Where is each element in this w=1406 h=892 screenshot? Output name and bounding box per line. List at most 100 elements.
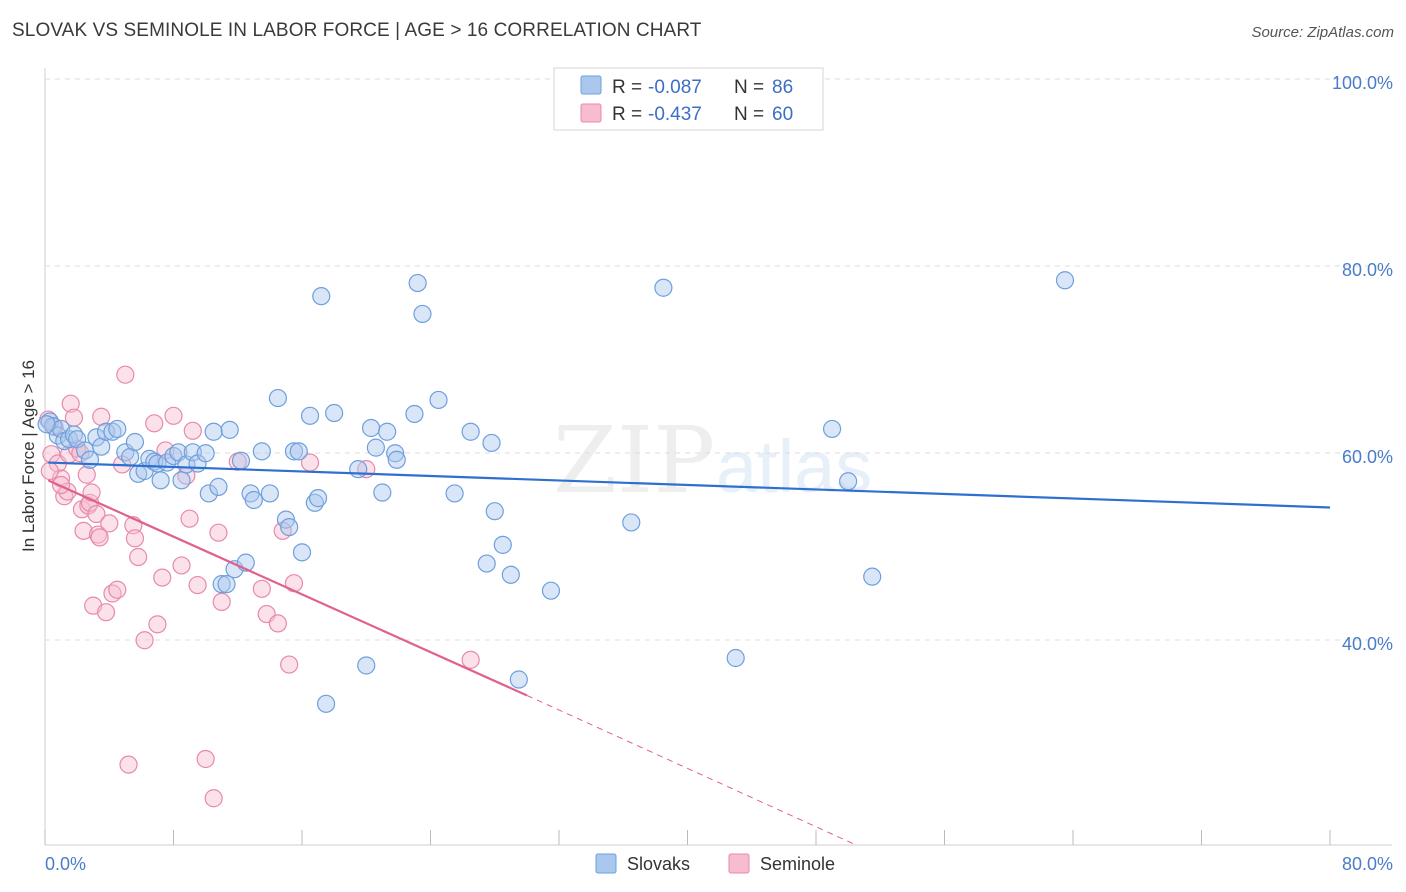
slovaks-point bbox=[349, 460, 368, 479]
slovaks-point bbox=[108, 419, 127, 439]
seminole-point bbox=[129, 547, 148, 567]
bottom-legend-swatch-slovaks bbox=[595, 853, 617, 874]
y-axis-label: In Labor Force | Age > 16 bbox=[19, 360, 38, 552]
seminole-point bbox=[461, 650, 480, 669]
slovaks-point bbox=[289, 442, 308, 461]
seminole-point bbox=[119, 755, 138, 774]
bottom-legend: Slovaks Seminole bbox=[595, 853, 835, 874]
slovaks-point bbox=[378, 422, 397, 441]
seminole-point bbox=[90, 528, 109, 547]
seminole-point bbox=[188, 575, 207, 595]
seminole-point bbox=[96, 603, 116, 622]
slovaks-point bbox=[429, 390, 448, 410]
slovaks-point bbox=[477, 554, 496, 573]
grid-lines bbox=[45, 78, 1392, 641]
slovaks-point bbox=[366, 438, 385, 457]
seminole-point bbox=[153, 568, 172, 587]
slovaks-point bbox=[863, 567, 882, 586]
slovaks-point bbox=[501, 565, 520, 584]
slovaks-point bbox=[316, 694, 336, 713]
seminole-point bbox=[172, 556, 191, 575]
seminole-point bbox=[268, 614, 288, 633]
watermark: ZIP atlas bbox=[553, 407, 872, 514]
slovaks-point bbox=[312, 287, 331, 306]
legend-r-label-1: R = bbox=[612, 77, 642, 98]
slovaks-point bbox=[373, 483, 392, 502]
slovaks-point bbox=[292, 543, 312, 562]
slovaks-point bbox=[357, 656, 376, 675]
seminole-point bbox=[183, 421, 202, 440]
y-tick-labels: 40.0% 60.0% 80.0% 100.0% bbox=[1332, 73, 1393, 654]
slovaks-point bbox=[217, 575, 236, 594]
slovaks-point bbox=[231, 451, 251, 470]
slovaks-point bbox=[87, 428, 106, 447]
slovaks-point bbox=[37, 415, 56, 434]
trend-lines bbox=[47, 461, 1331, 846]
slovaks-point bbox=[654, 278, 673, 297]
slovaks-point bbox=[308, 489, 328, 508]
seminole-point bbox=[40, 461, 59, 481]
slovaks-point bbox=[839, 472, 858, 491]
seminole-point bbox=[125, 529, 145, 548]
seminole-point bbox=[74, 521, 93, 540]
x-tick-label-min: 0.0% bbox=[45, 854, 86, 874]
x-tick-labels: 0.0% 80.0% bbox=[45, 854, 1393, 874]
seminole-point bbox=[280, 655, 299, 674]
slovaks-point bbox=[822, 419, 842, 439]
slovaks-point bbox=[482, 433, 501, 453]
slovaks-point bbox=[386, 444, 405, 463]
slovaks-point bbox=[220, 420, 239, 439]
bottom-legend-slovaks: Slovaks bbox=[627, 854, 690, 874]
seminole-point bbox=[145, 414, 164, 433]
seminole-trend-extension bbox=[526, 694, 857, 846]
legend-swatch-slovaks bbox=[580, 75, 602, 95]
legend-swatch-seminole bbox=[580, 103, 602, 123]
seminole-point bbox=[209, 523, 228, 542]
slovaks-point bbox=[1055, 271, 1075, 290]
slovaks-point bbox=[268, 388, 288, 408]
legend-n-value-2: 60 bbox=[772, 104, 793, 125]
slovaks-point bbox=[284, 442, 304, 461]
legend-r-label-2: R = bbox=[612, 104, 642, 125]
seminole-point bbox=[77, 465, 96, 484]
seminole-trend-line bbox=[47, 479, 528, 697]
slovaks-point bbox=[361, 418, 381, 438]
bottom-legend-seminole: Seminole bbox=[760, 854, 835, 874]
y-tick-label: 40.0% bbox=[1342, 634, 1393, 654]
seminole-point bbox=[212, 592, 231, 612]
seminole-point bbox=[204, 789, 223, 808]
slovaks-point bbox=[280, 517, 299, 537]
slovaks-point bbox=[445, 484, 464, 503]
slovaks-point bbox=[509, 670, 528, 689]
slovaks-point bbox=[209, 477, 228, 496]
seminole-point bbox=[252, 579, 271, 598]
seminole-point bbox=[108, 580, 127, 599]
seminole-point bbox=[88, 525, 108, 544]
slovaks-points bbox=[37, 271, 1075, 713]
slovaks-point bbox=[172, 471, 191, 490]
legend: R = -0.087 N = 86 R = -0.437 N = 60 bbox=[553, 67, 824, 131]
slovaks-trend-line bbox=[48, 461, 1331, 509]
slovaks-point bbox=[325, 403, 344, 423]
slovaks-point bbox=[408, 273, 427, 293]
seminole-point bbox=[164, 406, 183, 425]
slovaks-point bbox=[212, 575, 231, 594]
slovaks-point bbox=[196, 444, 215, 463]
slovaks-point bbox=[300, 406, 320, 425]
slovaks-point bbox=[151, 471, 170, 490]
slovaks-point bbox=[199, 484, 218, 503]
y-tick-label: 60.0% bbox=[1342, 447, 1393, 467]
x-tick-label-max: 80.0% bbox=[1342, 854, 1393, 874]
seminole-point bbox=[100, 514, 119, 533]
slovaks-point bbox=[387, 450, 406, 469]
watermark-atlas: atlas bbox=[716, 425, 872, 508]
seminole-point bbox=[148, 615, 167, 634]
slovaks-point bbox=[183, 443, 202, 462]
slovaks-point bbox=[405, 404, 424, 424]
source-label: Source: ZipAtlas.com bbox=[1251, 24, 1394, 41]
y-tick-label: 100.0% bbox=[1332, 73, 1393, 93]
slovaks-point bbox=[96, 422, 116, 441]
slovaks-point bbox=[103, 422, 122, 441]
y-tick-label: 80.0% bbox=[1342, 260, 1393, 280]
